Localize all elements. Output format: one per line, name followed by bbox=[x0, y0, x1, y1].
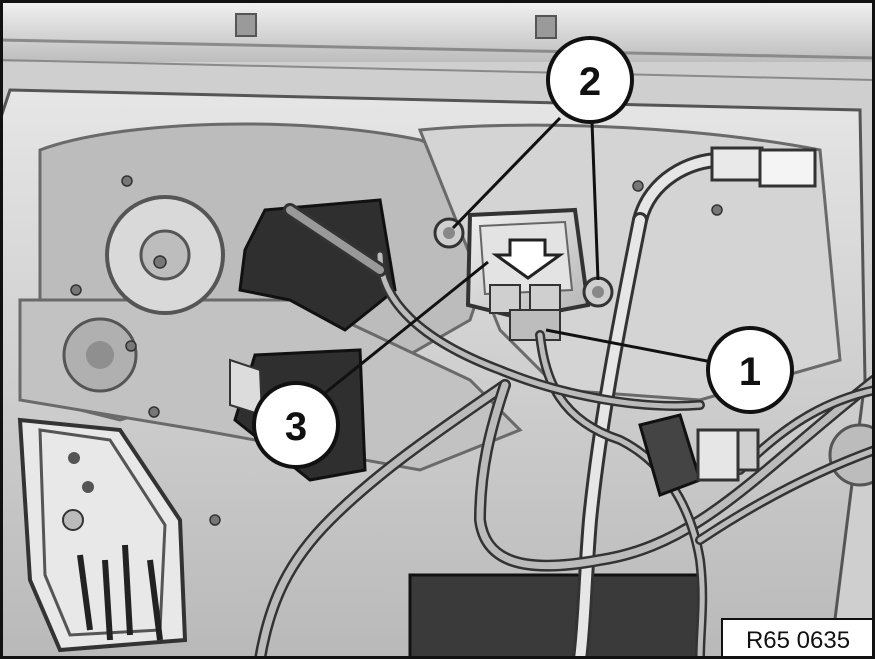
callout-3-label: 3 bbox=[285, 405, 307, 449]
callout-1: 1 bbox=[706, 326, 794, 414]
plug-connectors bbox=[638, 146, 817, 497]
control-module bbox=[465, 207, 591, 341]
leader-line-3 bbox=[324, 260, 489, 395]
rivets bbox=[70, 175, 723, 526]
leader-line-2a bbox=[451, 116, 562, 230]
door-lock-assembly bbox=[17, 417, 188, 653]
leader-line-2b bbox=[590, 121, 600, 281]
removal-direction-arrow-icon bbox=[491, 238, 565, 280]
speaker-mount bbox=[62, 195, 875, 487]
callout-1-label: 1 bbox=[739, 350, 761, 394]
reference-code: R65 0635 bbox=[746, 627, 850, 654]
window-rail bbox=[0, 0, 875, 81]
reference-code-box: R65 0635 bbox=[721, 618, 875, 659]
leader-line-1 bbox=[545, 328, 713, 364]
callout-2-label: 2 bbox=[579, 60, 601, 104]
leader-lines bbox=[324, 116, 713, 395]
wiring-harness bbox=[254, 152, 875, 659]
callout-2: 2 bbox=[546, 36, 634, 124]
callout-3: 3 bbox=[252, 381, 340, 469]
